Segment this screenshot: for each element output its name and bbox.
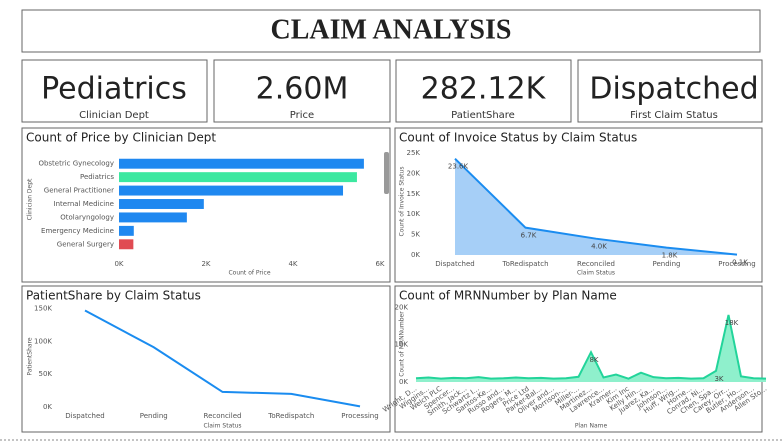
data-label: 3K [714, 375, 723, 383]
card [577, 59, 763, 123]
x-tick-label: Pending [653, 260, 681, 268]
y-tick-label: 100K [34, 337, 52, 345]
data-label: 8K [589, 356, 598, 364]
y-tick-label: General Surgery [57, 240, 114, 248]
data-label: 18K [725, 319, 739, 327]
y-tick-label: 50K [39, 370, 53, 378]
y-tick-label: Emergency Medicine [41, 227, 114, 235]
y-tick-label: 20K [395, 303, 409, 311]
bar [119, 225, 134, 236]
card-value: Dispatched [589, 72, 758, 107]
bar [119, 172, 357, 183]
chart-title: Count of Price by Clinician Dept [26, 131, 216, 145]
card-label: Price [290, 110, 314, 121]
data-label: 0.1K [732, 259, 748, 267]
x-axis-title: Count of Price [228, 270, 270, 277]
x-axis-title: Plan Name [575, 423, 608, 430]
bar [119, 199, 204, 209]
x-axis-title: Claim Status [203, 423, 241, 430]
title-box [21, 9, 761, 53]
data-label: 1.8K [662, 252, 678, 260]
card-value: 282.12K [421, 72, 547, 107]
bar [119, 158, 364, 169]
y-tick-label: 0K [43, 403, 52, 411]
card-label: Clinician Dept [79, 110, 149, 121]
y-tick-label: 5K [411, 231, 420, 239]
bar [119, 239, 134, 250]
card [213, 59, 391, 123]
x-tick-label: Pending [140, 412, 168, 420]
line [415, 314, 767, 380]
y-tick-label: 0K [411, 251, 420, 259]
x-tick-label: Reconciled [204, 412, 242, 420]
y-tick-label: General Practitioner [44, 187, 114, 195]
x-tick-label: 4K [288, 260, 297, 268]
line [84, 309, 361, 408]
chart-panel [21, 127, 391, 283]
card-value: Pediatrics [41, 72, 187, 107]
x-tick-label: ToRedispatch [501, 260, 548, 268]
y-tick-label: 15K [407, 190, 421, 198]
y-tick-label: Otolaryngology [60, 213, 114, 221]
y-tick-label: 0K [399, 378, 408, 386]
y-tick-label: Obstetric Gynecology [38, 160, 114, 168]
card [21, 59, 208, 123]
chart-title: Count of MRNNumber by Plan Name [399, 289, 617, 303]
y-tick-label: 10K [395, 341, 409, 349]
card-label: First Claim Status [630, 110, 718, 121]
chart-title: PatientShare by Claim Status [26, 289, 201, 303]
card-value: 2.60M [256, 72, 349, 107]
x-tick-label: ToRedispatch [267, 412, 314, 420]
x-tick-label: 2K [201, 260, 210, 268]
y-tick-label: 10K [407, 210, 421, 218]
data-label: 23.6K [448, 163, 469, 171]
x-axis-title: Claim Status [577, 270, 615, 277]
y-tick-label: Pediatrics [80, 173, 114, 181]
y-axis-title: PatientShare [27, 337, 34, 376]
y-tick-label: Internal Medicine [54, 200, 114, 208]
chart-panel [21, 285, 391, 433]
area [416, 314, 766, 382]
x-tick-label: Dispatched [65, 412, 105, 420]
y-axis-title: Count of Invoice Status [399, 167, 406, 237]
scrollbar[interactable] [384, 152, 389, 194]
y-axis-title: Clinician Dept [27, 178, 34, 220]
y-axis-title: Count of MRNNumber [399, 311, 406, 377]
x-tick-label: Processing [718, 260, 755, 268]
bar [119, 185, 344, 196]
data-label: 6.7K [521, 232, 537, 240]
x-tick-label: Reconciled [577, 260, 615, 268]
x-tick-label: 0K [114, 260, 123, 268]
x-tick-label: Dispatched [435, 260, 475, 268]
bar [119, 212, 187, 223]
chart-title: Count of Invoice Status by Claim Status [399, 131, 637, 145]
chart-panel [394, 285, 763, 433]
dashboard-title: CLAIM ANALYSIS [271, 14, 512, 45]
y-tick-label: 20K [407, 169, 421, 177]
chart-panel [394, 127, 763, 283]
x-tick-label: 6K [375, 260, 384, 268]
y-tick-label: 25K [407, 149, 421, 157]
card [395, 59, 572, 123]
data-label: 4.0K [591, 243, 607, 251]
area [455, 158, 737, 255]
line [454, 157, 738, 256]
card-label: PatientShare [451, 110, 515, 121]
y-tick-label: 150K [34, 305, 52, 313]
x-tick-label: Processing [341, 412, 378, 420]
